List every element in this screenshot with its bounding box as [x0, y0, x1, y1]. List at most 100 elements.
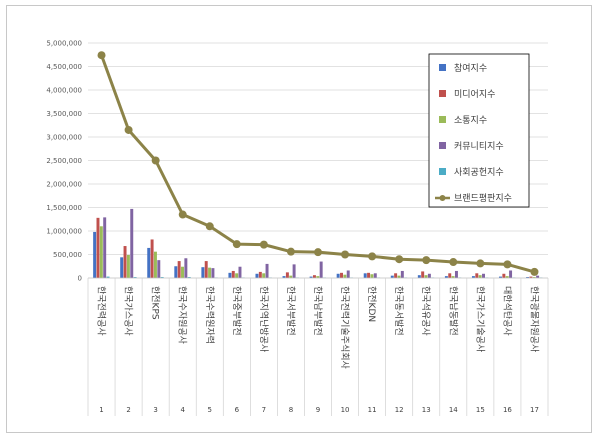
legend-label: 커뮤니티지수	[454, 141, 504, 152]
bar	[471, 276, 475, 278]
bar	[285, 272, 289, 278]
bar-layer	[93, 208, 543, 279]
x-index-label: 13	[422, 406, 431, 414]
bar	[478, 275, 482, 278]
line-point	[97, 51, 106, 60]
x-category-label: 한국남동발전	[447, 286, 458, 336]
bar	[482, 273, 485, 278]
bar	[103, 217, 107, 278]
bar	[502, 273, 506, 278]
legend-marker	[439, 195, 446, 201]
x-index-label: 5	[208, 406, 212, 414]
line-point	[124, 125, 133, 134]
legend-box	[428, 53, 530, 208]
y-tick-label: 1,500,000	[46, 204, 82, 212]
x-category-label: 한국전력기술주식회사	[339, 286, 351, 370]
line-layer	[97, 51, 539, 276]
bar	[424, 275, 428, 278]
line-point	[476, 259, 485, 268]
bar	[340, 272, 343, 278]
legend-swatch	[439, 116, 446, 123]
bar	[400, 270, 404, 278]
bar	[319, 261, 323, 278]
bar	[106, 276, 110, 278]
y-tick-label: 3,000,000	[46, 134, 82, 142]
chart-svg: 0 500,000 1,000,000 1,500,000 2,000,000 2,500…	[46, 40, 549, 416]
bar	[394, 273, 398, 278]
bar	[157, 260, 161, 278]
bar	[99, 226, 103, 278]
line-point	[422, 256, 431, 265]
y-tick-label: 4,500,000	[46, 63, 82, 71]
line-point	[205, 222, 214, 231]
bar	[133, 277, 137, 278]
x-index-label: 12	[395, 406, 404, 414]
y-tick-labels: 0 500,000 1,000,000 1,500,000 2,000,000 2,500…	[46, 40, 82, 283]
legend-swatch	[439, 90, 446, 97]
bar	[160, 277, 164, 278]
bar	[174, 266, 178, 278]
y-tick-label: 0	[78, 275, 82, 283]
bar	[292, 264, 296, 278]
bar	[238, 266, 242, 278]
x-index-label: 14	[449, 406, 458, 414]
x-index-label: 15	[476, 406, 485, 414]
bar	[187, 277, 191, 278]
y-tick-label: 500,000	[53, 251, 82, 259]
bar	[228, 272, 232, 278]
bar	[526, 277, 530, 278]
line-point	[449, 258, 458, 267]
x-index-label: 3	[153, 406, 157, 414]
x-category-label: 한국수자원공사	[177, 286, 188, 345]
bar	[536, 275, 540, 278]
x-category-label: 한국가스공사	[123, 286, 134, 336]
bar	[312, 275, 316, 278]
legend-swatch	[439, 64, 446, 71]
bar	[390, 275, 394, 278]
bar	[96, 217, 100, 278]
legend-label: 소통지수	[454, 115, 487, 126]
y-tick-label: 4,000,000	[46, 87, 82, 95]
bar	[130, 208, 134, 278]
x-category-label: 한전KDN	[366, 286, 377, 322]
bar	[235, 273, 239, 278]
bar	[454, 270, 458, 278]
x-category-label: 한국수력원자력	[204, 286, 216, 344]
bar	[177, 261, 181, 278]
bar	[370, 274, 374, 278]
bar	[532, 277, 536, 278]
bar	[499, 276, 502, 278]
bar	[208, 267, 212, 278]
y-tick-label: 2,000,000	[46, 181, 82, 189]
bar	[265, 263, 269, 278]
bar	[282, 276, 286, 278]
x-index-label: 16	[503, 406, 512, 414]
bar	[444, 276, 448, 278]
bar	[343, 274, 347, 278]
chart-frame: 0 500,000 1,000,000 1,500,000 2,000,000 2,500…	[6, 5, 592, 433]
bar	[147, 247, 151, 278]
line-point	[232, 240, 241, 249]
x-index-label: 8	[289, 406, 293, 414]
line-point	[368, 252, 377, 261]
line-point	[503, 260, 512, 269]
bar	[509, 270, 513, 278]
bar	[258, 271, 262, 278]
bar	[448, 273, 452, 278]
x-index-label: 10	[341, 406, 350, 414]
x-index-label: 4	[180, 406, 185, 414]
bar	[150, 239, 154, 278]
bar	[262, 273, 266, 278]
y-tick-label: 5,000,000	[46, 40, 82, 48]
x-category-label: 대한석탄공사	[501, 286, 512, 336]
bar	[475, 273, 479, 278]
bar	[231, 270, 235, 278]
x-category-label: 한국서부발전	[285, 286, 296, 336]
x-index-label: 2	[126, 406, 130, 414]
bar	[373, 273, 377, 278]
x-category-label: 한국동서발전	[393, 286, 404, 336]
x-category-label: 한전KPS	[150, 286, 161, 320]
bar	[505, 276, 509, 278]
line-point	[341, 250, 350, 259]
